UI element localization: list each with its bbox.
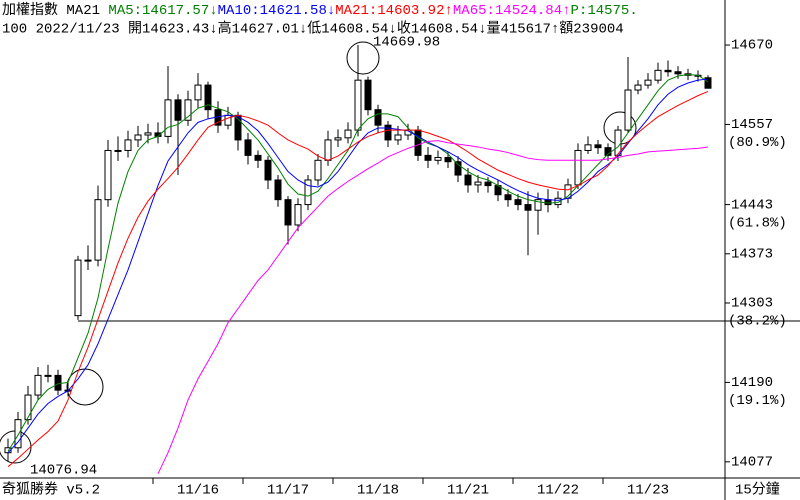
candle-body: [584, 144, 592, 151]
candle-body: [514, 199, 522, 206]
legend-entry: MA5:14617.57↓: [108, 3, 217, 19]
candle-body: [74, 259, 82, 317]
candle-body: [254, 154, 262, 161]
plot: [4, 45, 712, 474]
candle-body: [144, 132, 152, 136]
y-tick-label: 14077: [731, 455, 773, 471]
candle-body: [294, 204, 302, 226]
x-tick-label: 11/22: [537, 483, 579, 499]
candle-body: [524, 204, 532, 211]
candle-body: [424, 154, 432, 161]
candle-body: [624, 89, 632, 131]
candle-body: [84, 259, 92, 262]
legend-entry: MA10:14621.58↓: [218, 3, 336, 19]
candle-body: [544, 199, 552, 206]
candle-body: [314, 159, 322, 181]
candle-body: [114, 149, 122, 152]
header-info: 100 2022/11/23 開14623.43↓高14627.01↓低1460…: [2, 20, 624, 38]
candle-body: [124, 139, 132, 151]
x-tick-label: 11/17: [267, 483, 309, 499]
footer-left: 奇狐勝券 v5.2: [2, 481, 100, 499]
y-tick-label: 14557: [731, 117, 773, 133]
candle-body: [344, 129, 352, 139]
legend-entry: MA65:14524.84↑: [453, 3, 571, 19]
x-tick-label: 11/21: [447, 483, 489, 499]
candle-body: [474, 181, 482, 186]
candle-body: [594, 144, 602, 149]
candle-body: [654, 69, 662, 81]
ma-line: [157, 140, 709, 474]
x-tick-label: 11/16: [177, 483, 219, 499]
candle-body: [284, 199, 292, 226]
fib-label: (38.2%): [728, 314, 787, 330]
candle-body: [574, 149, 582, 186]
candle-body: [484, 181, 492, 187]
header-line-1: 加權指數 MA21 MA5:14617.57↓MA10:14621.58↓MA2…: [2, 2, 638, 19]
candle-body: [104, 149, 112, 201]
candle-body: [304, 179, 312, 206]
candle-body: [374, 109, 382, 126]
legend-entry: MA21:14603.92↑: [335, 3, 453, 19]
candle-body: [384, 124, 392, 141]
candle-body: [334, 137, 342, 141]
candle-body: [504, 194, 512, 201]
candle-body: [364, 79, 372, 111]
footer-right: 15分鐘: [735, 481, 780, 499]
candle-body: [414, 129, 422, 156]
candle-body: [14, 419, 22, 449]
header-title: 加權指數 MA21: [2, 2, 100, 19]
candle-body: [674, 71, 682, 75]
candle-body: [24, 394, 32, 421]
fib-label: (61.8%): [728, 215, 787, 231]
candle-body: [644, 79, 652, 86]
candle-body: [34, 374, 42, 396]
candle-body: [44, 374, 52, 377]
x-tick-label: 11/23: [627, 483, 669, 499]
candle-body: [94, 199, 102, 261]
candle-body: [444, 156, 452, 163]
candle-body: [134, 134, 142, 141]
candle-body: [204, 84, 212, 111]
y-tick-label: 14190: [731, 375, 773, 391]
candle-body: [354, 79, 362, 131]
ma-line: [7, 91, 709, 468]
x-tick-label: 11/18: [357, 483, 399, 499]
candle-body: [244, 139, 252, 156]
y-tick-label: 14670: [731, 38, 773, 54]
legend-entry: P:14575.: [571, 3, 638, 19]
candle-body: [634, 84, 642, 91]
candle-body: [174, 99, 182, 121]
candle-body: [264, 159, 272, 181]
fib-label: (19.1%): [728, 393, 787, 409]
candle-body: [194, 84, 202, 101]
candle-body: [554, 197, 562, 206]
candle-body: [704, 77, 712, 89]
candle-body: [464, 174, 472, 186]
candle-body: [454, 161, 462, 176]
candle-body: [54, 374, 62, 391]
y-tick-label: 14303: [731, 296, 773, 312]
candle-body: [164, 99, 172, 137]
candle-body: [224, 114, 232, 126]
y-tick-label: 14373: [731, 246, 773, 262]
candle-body: [394, 134, 402, 141]
candle-body: [184, 99, 192, 121]
candle-body: [534, 199, 542, 211]
candle-body: [274, 179, 282, 201]
fib-label: (80.9%): [728, 135, 787, 151]
highlight-circle: [346, 41, 380, 75]
candle-body: [324, 139, 332, 161]
candle-body: [664, 69, 672, 73]
annotation: 14669.98: [373, 35, 440, 51]
annotation: 14076.94: [30, 463, 97, 479]
candle-body: [434, 156, 442, 161]
ma-line: [7, 74, 709, 452]
y-tick-label: 14443: [731, 197, 773, 213]
